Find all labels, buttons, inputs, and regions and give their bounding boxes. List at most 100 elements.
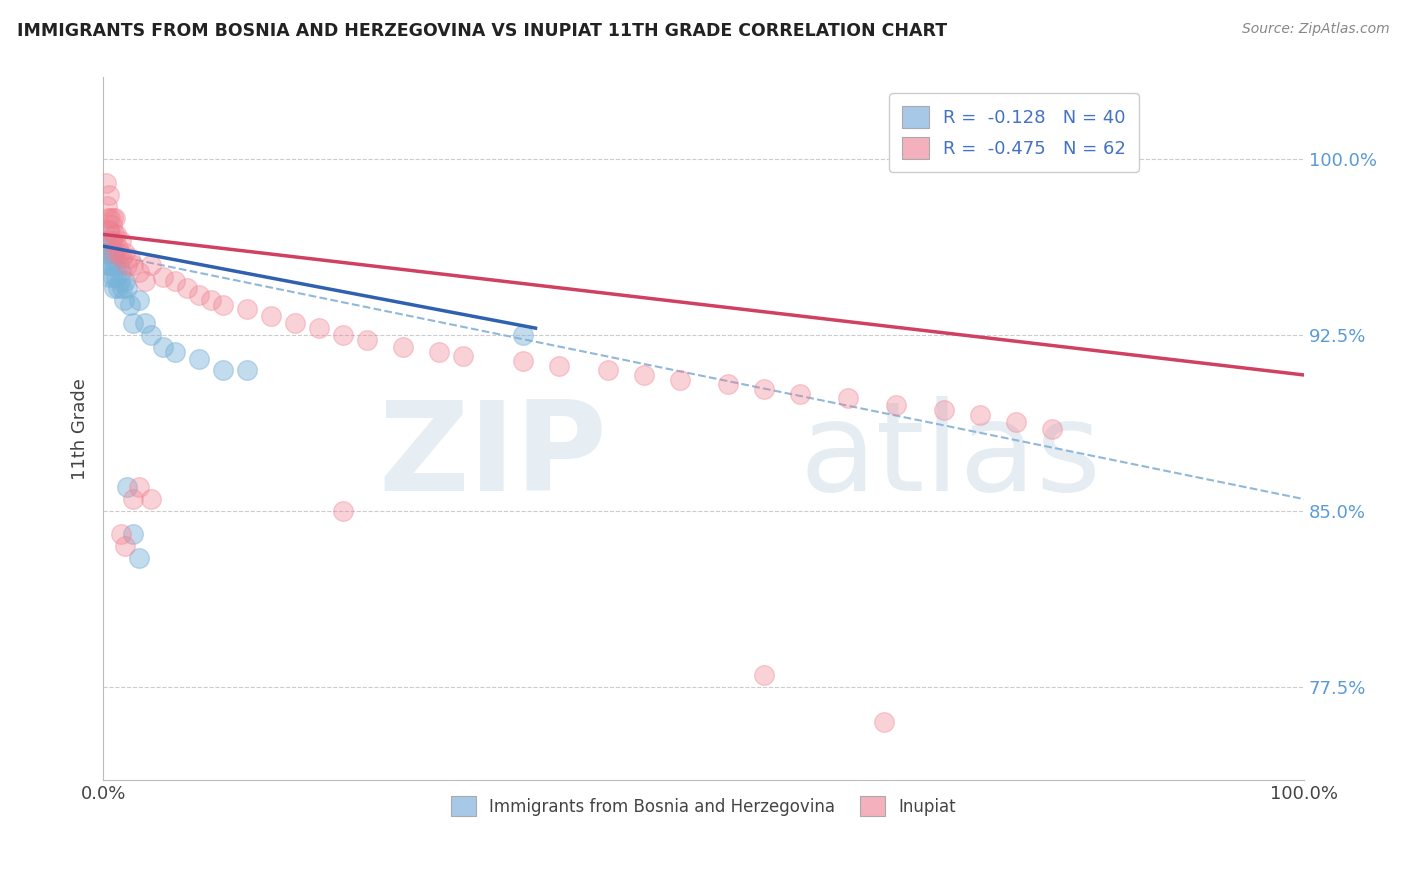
Point: [176, 281, 198, 295]
Point: [107, 281, 129, 295]
Point: [633, 368, 655, 382]
Point: [429, 344, 451, 359]
Point: [128, 293, 150, 307]
Point: [100, 258, 122, 272]
Point: [188, 351, 211, 366]
Point: [212, 363, 235, 377]
Point: [111, 251, 134, 265]
Point: [96, 235, 118, 249]
Point: [105, 227, 128, 242]
Point: [115, 281, 138, 295]
Point: [141, 328, 163, 343]
Point: [128, 265, 150, 279]
Point: [884, 399, 907, 413]
Point: [752, 382, 775, 396]
Point: [103, 281, 125, 295]
Text: IMMIGRANTS FROM BOSNIA AND HERZEGOVINA VS INUPIAT 11TH GRADE CORRELATION CHART: IMMIGRANTS FROM BOSNIA AND HERZEGOVINA V…: [17, 22, 948, 40]
Point: [512, 328, 534, 343]
Point: [94, 176, 117, 190]
Point: [118, 251, 141, 265]
Point: [94, 246, 117, 260]
Point: [717, 377, 740, 392]
Point: [356, 333, 378, 347]
Point: [100, 235, 122, 249]
Point: [122, 527, 145, 541]
Point: [212, 298, 235, 312]
Point: [141, 258, 163, 272]
Point: [98, 246, 121, 260]
Point: [103, 251, 125, 265]
Point: [873, 714, 896, 729]
Point: [188, 288, 211, 302]
Point: [1005, 415, 1028, 429]
Point: [837, 392, 859, 406]
Point: [101, 211, 124, 225]
Point: [128, 480, 150, 494]
Point: [107, 258, 129, 272]
Point: [122, 317, 145, 331]
Point: [101, 269, 124, 284]
Point: [165, 274, 187, 288]
Text: atlas: atlas: [800, 396, 1102, 517]
Point: [596, 363, 619, 377]
Point: [98, 187, 121, 202]
Point: [200, 293, 222, 307]
Point: [104, 246, 127, 260]
Point: [105, 269, 128, 284]
Point: [104, 258, 127, 272]
Point: [1040, 422, 1063, 436]
Y-axis label: 11th Grade: 11th Grade: [72, 378, 89, 480]
Point: [104, 235, 127, 249]
Point: [134, 317, 156, 331]
Point: [103, 246, 125, 260]
Point: [98, 242, 121, 256]
Point: [512, 354, 534, 368]
Legend: Immigrants from Bosnia and Herzegovina, Inupiat: Immigrants from Bosnia and Herzegovina, …: [443, 788, 965, 825]
Point: [128, 550, 150, 565]
Text: Source: ZipAtlas.com: Source: ZipAtlas.com: [1241, 22, 1389, 37]
Point: [134, 274, 156, 288]
Point: [110, 527, 132, 541]
Point: [107, 242, 129, 256]
Point: [114, 246, 136, 260]
Point: [98, 211, 121, 225]
Point: [112, 293, 135, 307]
Point: [141, 492, 163, 507]
Point: [107, 246, 129, 260]
Point: [110, 235, 132, 249]
Point: [98, 258, 121, 272]
Point: [104, 211, 127, 225]
Point: [752, 668, 775, 682]
Point: [97, 211, 120, 225]
Point: [101, 246, 124, 260]
Point: [932, 403, 955, 417]
Point: [98, 269, 121, 284]
Point: [165, 344, 187, 359]
Point: [118, 298, 141, 312]
Text: ZIP: ZIP: [378, 396, 607, 517]
Point: [260, 310, 283, 324]
Point: [110, 265, 132, 279]
Point: [122, 492, 145, 507]
Point: [111, 281, 134, 295]
Point: [548, 359, 571, 373]
Point: [100, 235, 122, 249]
Point: [152, 340, 174, 354]
Point: [332, 328, 354, 343]
Point: [115, 480, 138, 494]
Point: [97, 246, 120, 260]
Point: [668, 373, 690, 387]
Point: [98, 223, 121, 237]
Point: [789, 386, 811, 401]
Point: [114, 274, 136, 288]
Point: [392, 340, 415, 354]
Point: [96, 199, 118, 213]
Point: [103, 227, 125, 242]
Point: [115, 258, 138, 272]
Point: [453, 349, 475, 363]
Point: [108, 274, 131, 288]
Point: [100, 218, 122, 232]
Point: [332, 504, 354, 518]
Point: [969, 408, 991, 422]
Point: [97, 258, 120, 272]
